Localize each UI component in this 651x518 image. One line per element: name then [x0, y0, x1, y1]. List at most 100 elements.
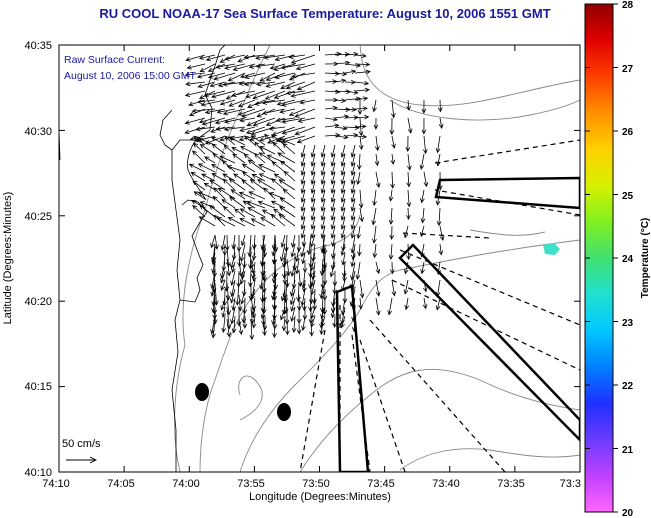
current-vector	[301, 234, 307, 248]
current-vector	[372, 99, 377, 113]
x-tick-label: 73:45	[367, 478, 395, 490]
current-vector	[270, 213, 286, 227]
current-vector	[240, 234, 246, 247]
current-vector	[273, 258, 278, 278]
current-vector	[290, 297, 296, 312]
current-vector	[274, 72, 296, 80]
current-vector	[306, 234, 312, 256]
current-vector	[290, 90, 316, 98]
current-vector	[290, 261, 296, 277]
current-vector	[209, 81, 226, 88]
current-vector	[294, 246, 300, 263]
current-vector	[256, 179, 276, 191]
current-vector	[290, 234, 296, 248]
current-vector	[354, 62, 371, 67]
current-vector	[255, 63, 276, 69]
current-vector	[334, 98, 347, 103]
current-vector	[219, 155, 236, 164]
current-vector	[231, 261, 236, 274]
current-vector	[403, 261, 409, 275]
current-vector	[310, 216, 316, 230]
current-vector	[263, 187, 276, 200]
current-vector	[421, 99, 427, 114]
radar-coverage-polygons	[335, 176, 580, 472]
current-vector	[275, 117, 296, 123]
current-vector	[295, 258, 300, 275]
current-vector	[334, 52, 350, 57]
current-vector	[220, 234, 226, 251]
x-tick-label: 74:00	[172, 478, 200, 490]
current-vector	[375, 171, 381, 189]
current-vector	[354, 106, 368, 111]
current-vector	[404, 297, 410, 311]
current-vector	[308, 294, 313, 312]
scale-label: 50 cm/s	[62, 438, 101, 450]
current-vector	[251, 270, 257, 283]
current-vector	[350, 252, 356, 268]
current-vector	[374, 135, 380, 152]
x-tick-label: 74:10	[42, 478, 70, 490]
current-vector	[340, 198, 346, 212]
current-vector	[271, 178, 286, 191]
current-vector	[285, 90, 306, 96]
current-vector	[330, 306, 336, 319]
current-vector	[340, 180, 346, 194]
current-vector	[351, 279, 356, 291]
current-vector	[258, 152, 276, 164]
current-vector	[267, 135, 286, 144]
current-vector	[301, 252, 306, 265]
current-vector	[390, 171, 395, 189]
current-vector	[265, 117, 286, 126]
current-vector	[320, 180, 326, 194]
current-vector	[344, 107, 357, 112]
current-vector	[355, 261, 361, 280]
current-vector	[236, 306, 242, 327]
current-vector	[320, 198, 326, 212]
current-vector	[290, 306, 296, 323]
current-vector	[290, 54, 316, 64]
current-vector	[322, 246, 327, 269]
current-vector	[220, 279, 226, 291]
current-vector	[233, 173, 246, 182]
current-vector	[300, 225, 306, 239]
current-vector	[351, 315, 357, 333]
current-vector	[257, 200, 276, 209]
current-vector	[259, 72, 276, 82]
current-vector	[330, 189, 336, 203]
current-vector	[222, 173, 236, 182]
current-vector	[340, 243, 346, 257]
current-vector	[330, 207, 336, 221]
current-vector	[203, 90, 226, 98]
current-vector	[225, 246, 231, 268]
current-vector	[241, 179, 256, 191]
current-vector	[296, 318, 302, 335]
current-vector	[264, 90, 286, 100]
current-vector	[330, 180, 336, 194]
current-vector	[320, 144, 326, 158]
current-vector	[217, 81, 236, 88]
current-vector	[373, 117, 379, 130]
current-vector	[272, 141, 286, 155]
current-vector	[308, 282, 314, 305]
current-vector	[204, 108, 226, 115]
current-vector	[422, 279, 428, 293]
current-vector	[219, 99, 236, 106]
current-vector	[238, 318, 244, 336]
current-vector	[320, 207, 326, 221]
plot-frame	[58, 44, 581, 473]
current-vector	[387, 297, 393, 316]
current-vector	[330, 198, 336, 212]
current-vector	[191, 108, 216, 114]
current-vector	[438, 243, 444, 256]
current-vector	[229, 288, 236, 304]
current-vector	[249, 178, 266, 191]
current-vector	[388, 243, 394, 261]
current-vector	[200, 99, 226, 107]
current-vector	[280, 63, 306, 70]
current-vector	[406, 189, 412, 208]
current-vector	[273, 90, 296, 99]
current-vector	[320, 225, 326, 239]
current-vector	[250, 218, 266, 227]
current-vector	[199, 201, 216, 209]
